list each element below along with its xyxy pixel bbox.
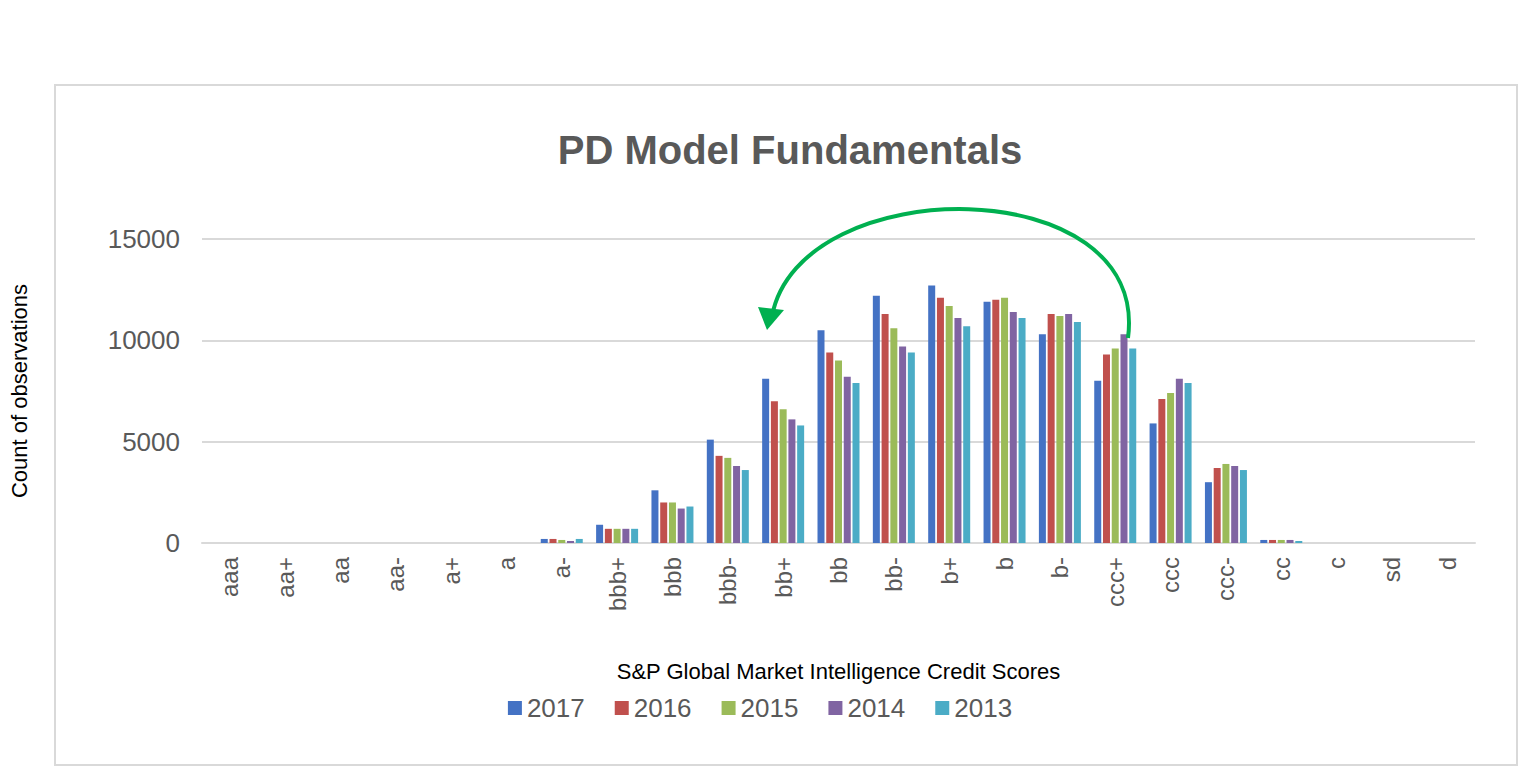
svg-text:a: a <box>493 556 520 570</box>
svg-text:bbb+: bbb+ <box>604 557 631 611</box>
svg-text:0: 0 <box>166 528 180 558</box>
svg-text:15000: 15000 <box>108 224 180 254</box>
svg-text:aa-: aa- <box>382 557 409 592</box>
svg-text:ccc+: ccc+ <box>1102 557 1129 607</box>
svg-text:ccc: ccc <box>1157 557 1184 593</box>
svg-text:2013: 2013 <box>954 693 1012 723</box>
svg-text:aaa: aaa <box>216 556 243 597</box>
svg-text:a-: a- <box>548 557 575 578</box>
svg-text:cc: cc <box>1268 557 1295 581</box>
svg-text:bb+: bb+ <box>770 557 797 598</box>
svg-text:bbb: bbb <box>659 557 686 597</box>
svg-text:sd: sd <box>1378 557 1405 582</box>
svg-text:10000: 10000 <box>108 325 180 355</box>
svg-text:d: d <box>1434 557 1461 570</box>
svg-text:b: b <box>991 557 1018 570</box>
svg-text:bb: bb <box>825 557 852 584</box>
svg-text:a+: a+ <box>438 557 465 584</box>
svg-text:2015: 2015 <box>741 693 799 723</box>
svg-text:b-: b- <box>1046 557 1073 578</box>
svg-text:Count of observations: Count of observations <box>7 284 32 498</box>
svg-text:aa+: aa+ <box>272 557 299 598</box>
svg-text:2017: 2017 <box>527 693 585 723</box>
svg-text:bbb-: bbb- <box>714 557 741 605</box>
svg-text:PD Model Fundamentals: PD Model Fundamentals <box>558 128 1023 172</box>
svg-text:5000: 5000 <box>122 427 180 457</box>
svg-text:S&P Global Market Intelligence: S&P Global Market Intelligence Credit Sc… <box>617 659 1060 684</box>
svg-text:c: c <box>1323 557 1350 569</box>
svg-text:ccc-: ccc- <box>1212 557 1239 601</box>
svg-text:bb-: bb- <box>880 557 907 592</box>
svg-text:aa: aa <box>327 556 354 583</box>
svg-text:2014: 2014 <box>847 693 905 723</box>
svg-text:b+: b+ <box>936 557 963 584</box>
svg-text:2016: 2016 <box>634 693 692 723</box>
